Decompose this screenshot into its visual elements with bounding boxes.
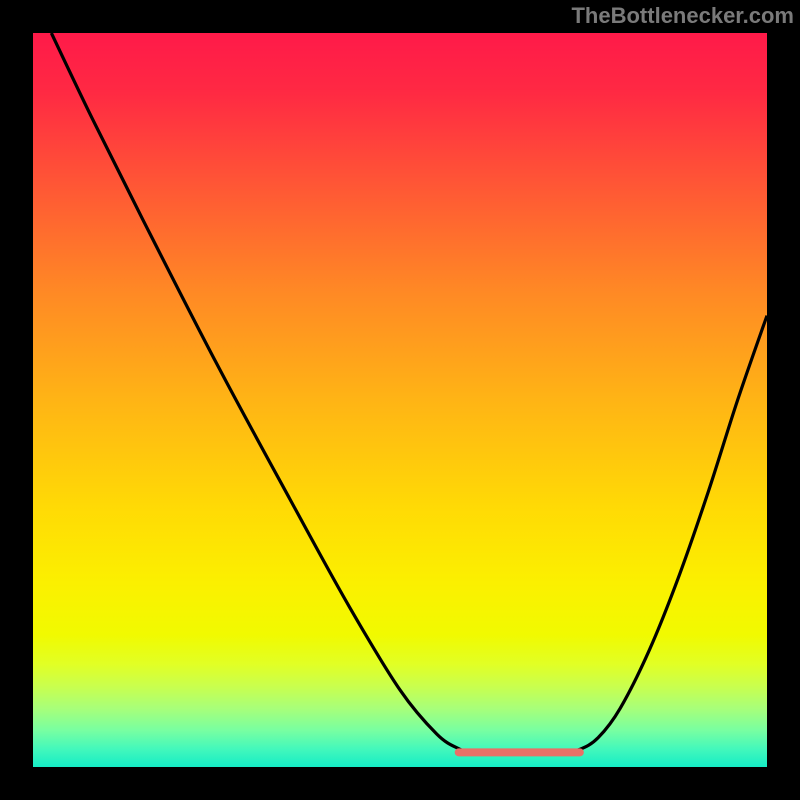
bottleneck-curve bbox=[51, 33, 767, 754]
curve-layer bbox=[33, 33, 767, 767]
chart-container: TheBottlenecker.com bbox=[0, 0, 800, 800]
watermark-text: TheBottlenecker.com bbox=[571, 3, 794, 29]
plot-area bbox=[33, 33, 767, 767]
